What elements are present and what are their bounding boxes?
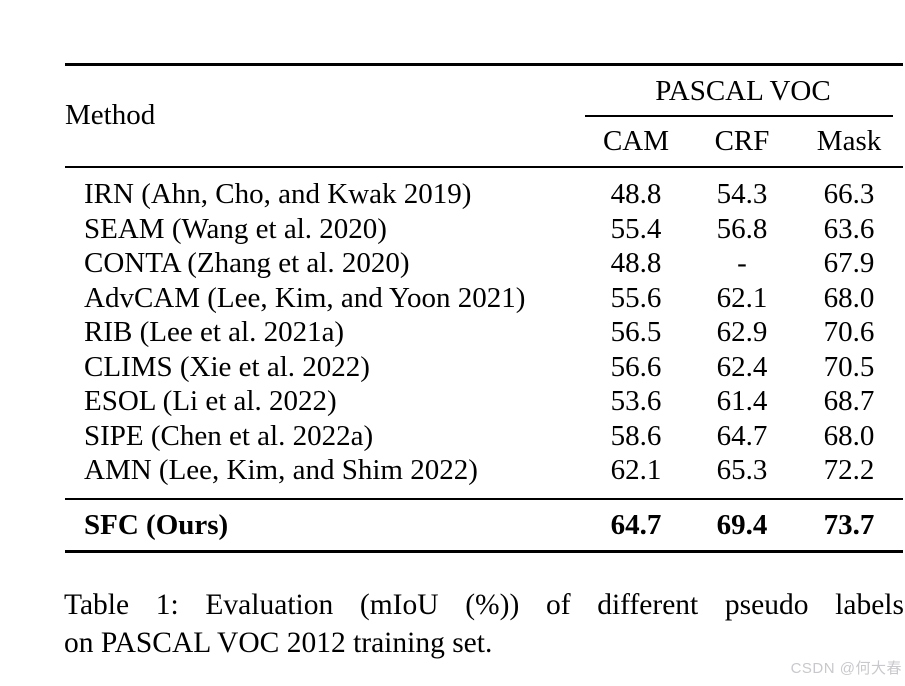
method-cell: SEAM (Wang et al. 2020) [84, 212, 387, 245]
method-cell: CLIMS (Xie et al. 2022) [84, 350, 370, 383]
table-row: AMN (Lee, Kim, and Shim 2022) 62.1 65.3 … [65, 454, 903, 500]
column-header-method: Method [65, 64, 583, 168]
column-group-pascal-voc: PASCAL VOC [583, 65, 903, 117]
method-cell: ESOL (Li et al. 2022) [84, 385, 337, 418]
results-table: Method PASCAL VOC CAM CRF Mask IRN (Ahn,… [65, 63, 904, 553]
crf-cell: 62.4 [716, 350, 768, 383]
cam-cell: 55.4 [610, 212, 662, 245]
cam-cell: 53.6 [610, 385, 662, 418]
table-row: CLIMS (Xie et al. 2022) 56.6 62.4 70.5 [65, 350, 903, 385]
method-cell: CONTA (Zhang et al. 2020) [84, 247, 410, 280]
cam-cell: 48.8 [610, 247, 662, 280]
column-header-crf: CRF [689, 116, 795, 168]
header-sub-row: CAM CRF Mask [65, 116, 904, 168]
caption-line-1: Table 1: Evaluation (mIoU (%)) of differ… [64, 589, 904, 621]
mask-cell: 68.7 [823, 385, 875, 418]
method-cell: SIPE (Chen et al. 2022a) [84, 419, 374, 452]
crf-cell: 62.9 [716, 316, 768, 349]
mask-cell: 63.6 [823, 212, 875, 245]
mask-cell: 66.3 [823, 178, 875, 211]
table-row: SEAM (Wang et al. 2020) 55.4 56.8 63.6 [65, 212, 903, 247]
mask-cell: 72.2 [823, 454, 875, 487]
table-row: ESOL (Li et al. 2022) 53.6 61.4 68.7 [65, 385, 903, 420]
column-header-mask: Mask [795, 116, 904, 168]
cam-cell: 55.6 [610, 281, 662, 314]
cam-cell: 58.6 [610, 419, 662, 452]
cam-cell: 56.6 [610, 350, 662, 383]
table-row: IRN (Ahn, Cho, and Kwak 2019) 48.8 54.3 … [65, 167, 903, 213]
crf-cell: 62.1 [716, 281, 768, 314]
column-header-cam: CAM [583, 116, 689, 168]
table-row: SIPE (Chen et al. 2022a) 58.6 64.7 68.0 [65, 419, 903, 454]
method-cell: SFC (Ours) [65, 498, 583, 552]
cam-cell: 48.8 [610, 178, 662, 211]
mask-cell: 67.9 [823, 247, 875, 280]
watermark: CSDN @何大春 [790, 660, 902, 677]
cam-cell: 56.5 [610, 316, 662, 349]
mask-cell: 70.6 [823, 316, 875, 349]
method-cell: AMN (Lee, Kim, and Shim 2022) [84, 454, 478, 487]
cam-cell: 62.1 [610, 454, 662, 487]
mask-cell: 68.0 [823, 419, 875, 452]
crf-cell: 61.4 [716, 385, 768, 418]
crf-cell: - [737, 247, 747, 280]
mask-cell: 68.0 [823, 281, 875, 314]
method-cell: AdvCAM (Lee, Kim, and Yoon 2021) [84, 281, 526, 314]
caption-line-2: on PASCAL VOC 2012 training set. [64, 627, 493, 659]
crf-cell: 64.7 [716, 419, 768, 452]
mask-cell: 73.7 [795, 498, 904, 552]
crf-cell: 56.8 [716, 212, 768, 245]
crf-cell: 69.4 [689, 498, 795, 552]
table-row: RIB (Lee et al. 2021a) 56.5 62.9 70.6 [65, 316, 903, 351]
mask-cell: 70.5 [823, 350, 875, 383]
table-row: CONTA (Zhang et al. 2020) 48.8 - 67.9 [65, 247, 903, 282]
method-cell: RIB (Lee et al. 2021a) [84, 316, 345, 349]
header-group-row: Method PASCAL VOC [65, 64, 903, 168]
crf-cell: 65.3 [716, 454, 768, 487]
crf-cell: 54.3 [716, 178, 768, 211]
table-caption: Table 1: Evaluation (mIoU (%)) of differ… [64, 586, 904, 662]
cam-cell: 64.7 [583, 498, 689, 552]
table-row: AdvCAM (Lee, Kim, and Yoon 2021) 55.6 62… [65, 281, 903, 316]
table-row-ours: SFC (Ours) 64.7 69.4 73.7 [65, 498, 904, 552]
method-cell: IRN (Ahn, Cho, and Kwak 2019) [84, 178, 472, 211]
